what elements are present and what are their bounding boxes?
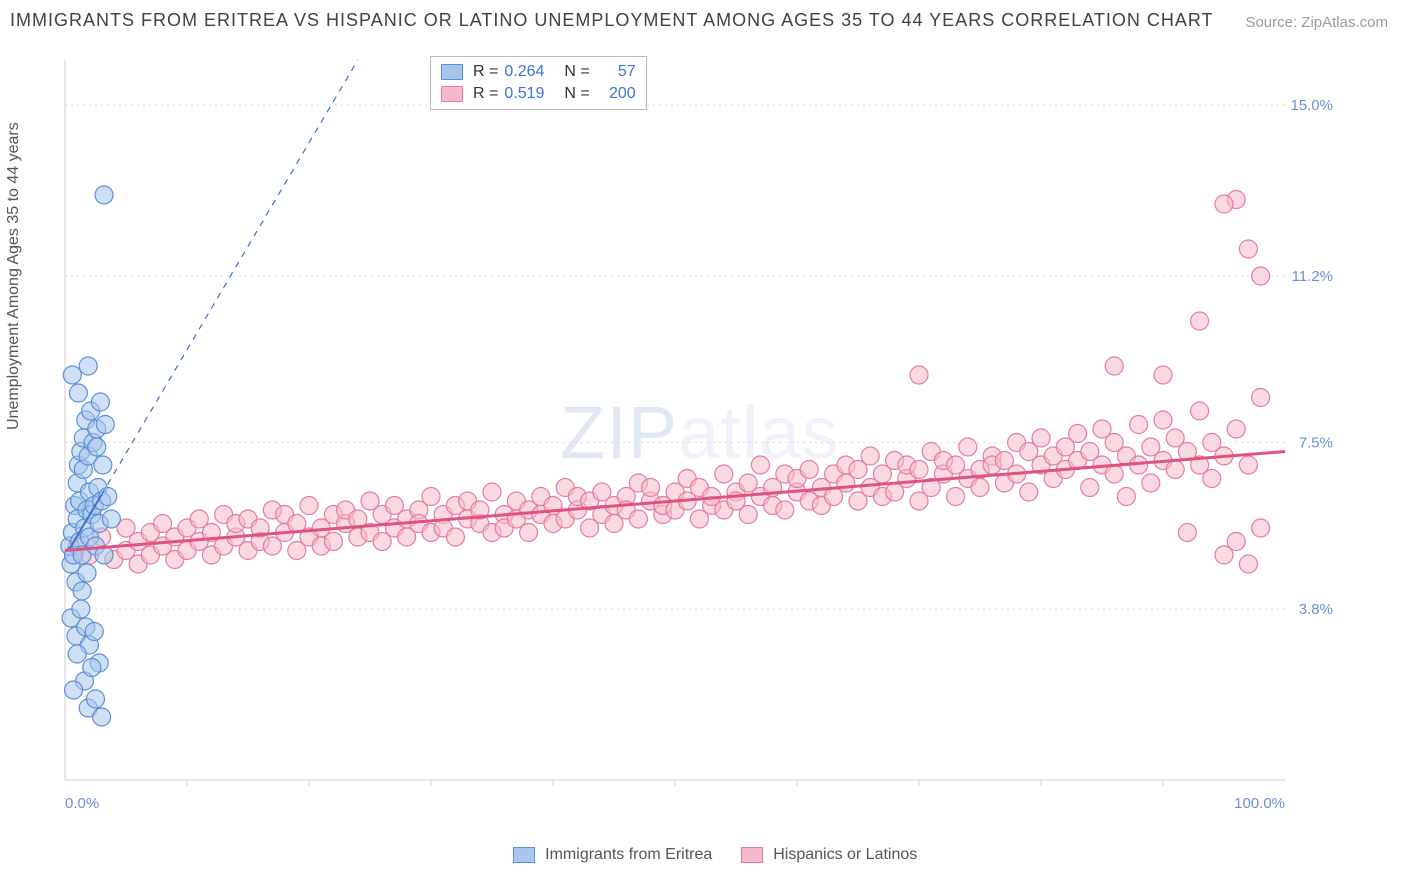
n-value-1: 200 <box>596 83 636 105</box>
y-axis-label: Unemployment Among Ages 35 to 44 years <box>5 122 23 430</box>
svg-text:3.8%: 3.8% <box>1299 601 1333 618</box>
bottom-legend: Immigrants from Eritrea Hispanics or Lat… <box>0 846 1406 864</box>
stats-legend: R = 0.264 N = 57 R = 0.519 N = 200 <box>430 56 647 110</box>
n-label: N = <box>564 61 589 83</box>
swatch-series-0-icon <box>513 847 535 863</box>
swatch-series-1-icon <box>741 847 763 863</box>
r-value-0: 0.264 <box>504 61 554 83</box>
source-label: Source: ZipAtlas.com <box>1245 14 1388 31</box>
scatter-plot: 3.8% 7.5% 11.2% 15.0% 0.0% 100.0% <box>55 50 1345 820</box>
stats-row-series-1: R = 0.519 N = 200 <box>441 83 636 105</box>
swatch-series-1 <box>441 86 463 102</box>
svg-text:11.2%: 11.2% <box>1292 268 1333 285</box>
legend-label-1: Hispanics or Latinos <box>773 846 917 863</box>
swatch-series-0 <box>441 64 463 80</box>
chart-title: IMMIGRANTS FROM ERITREA VS HISPANIC OR L… <box>10 10 1214 31</box>
svg-text:7.5%: 7.5% <box>1299 435 1333 452</box>
n-value-0: 57 <box>596 61 636 83</box>
stats-row-series-0: R = 0.264 N = 57 <box>441 61 636 83</box>
r-label: R = <box>473 83 498 105</box>
svg-text:15.0%: 15.0% <box>1290 97 1333 114</box>
svg-text:100.0%: 100.0% <box>1234 795 1285 812</box>
n-label: N = <box>564 83 589 105</box>
r-label: R = <box>473 61 498 83</box>
r-value-1: 0.519 <box>504 83 554 105</box>
legend-label-0: Immigrants from Eritrea <box>545 846 712 863</box>
svg-text:0.0%: 0.0% <box>65 795 99 812</box>
